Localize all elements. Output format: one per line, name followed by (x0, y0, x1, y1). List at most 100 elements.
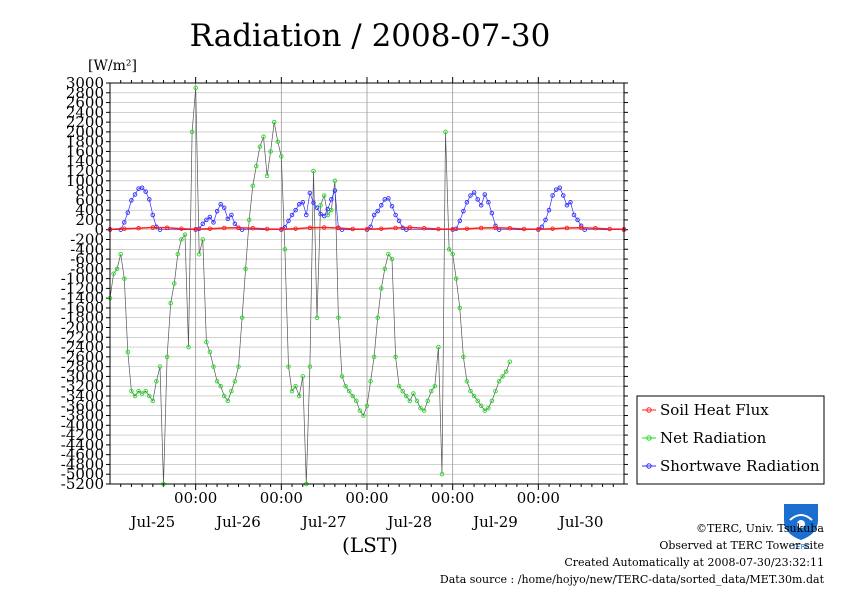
data-point (421, 225, 427, 231)
y-tick-label: -1800 (61, 309, 104, 327)
data-point (136, 388, 141, 394)
data-point (182, 232, 188, 237)
data-point (507, 359, 513, 364)
data-point (407, 398, 413, 404)
data-point (507, 225, 513, 231)
footer-copyright: ©TERC, Univ. Tsukuba (695, 522, 824, 535)
data-point (307, 190, 313, 196)
y-tick-label: 1600 (66, 142, 104, 160)
data-point (293, 383, 298, 389)
data-point (407, 225, 413, 230)
gridlines (110, 82, 624, 485)
y-tick-label: -800 (70, 260, 104, 278)
y-tick-label: 1800 (66, 133, 104, 151)
x-day-label: Jul-28 (386, 513, 433, 531)
data-point (575, 217, 580, 223)
data-point (493, 225, 498, 231)
data-point (500, 374, 505, 379)
y-tick-label: -1000 (61, 270, 104, 288)
y-tick-label: -1400 (61, 289, 104, 307)
data-point (296, 393, 302, 399)
data-point (314, 205, 320, 210)
data-point (482, 408, 488, 413)
data-point (329, 197, 334, 202)
y-tick-label: -2600 (61, 348, 104, 366)
data-point (168, 300, 173, 306)
y-tick-label: -5200 (61, 475, 104, 493)
x-time-label: 00:00 (431, 489, 474, 507)
data-point (204, 217, 209, 223)
data-point (396, 218, 402, 224)
y-tick-label: -2200 (61, 328, 104, 346)
data-point (453, 276, 459, 281)
data-point (300, 200, 306, 205)
data-point (214, 379, 220, 384)
data-point (464, 379, 470, 384)
data-point (196, 251, 202, 257)
y-tick-label: -1200 (61, 279, 104, 297)
data-point (218, 383, 223, 389)
data-point (289, 212, 295, 218)
data-point (179, 226, 184, 231)
data-point (172, 281, 177, 286)
data-point (468, 388, 473, 394)
y-tick-label: -200 (70, 230, 104, 248)
data-point (389, 203, 395, 209)
data-point (411, 391, 416, 396)
data-point (550, 193, 555, 198)
y-tick-label: 2800 (66, 84, 104, 102)
data-point (379, 286, 384, 291)
legend-item: Soil Heat Flux (642, 401, 769, 419)
data-point (503, 369, 509, 374)
data-point (186, 344, 191, 350)
data-point (122, 226, 127, 231)
data-point (139, 391, 145, 396)
data-point (446, 247, 452, 252)
y-axis-label: [W/m²] (88, 58, 137, 74)
data-point (379, 226, 384, 231)
data-point (364, 403, 370, 409)
data-point (218, 202, 223, 207)
data-point (179, 237, 184, 242)
y-tick-label: 1200 (66, 162, 104, 180)
data-point (122, 276, 127, 281)
data-point (311, 200, 316, 206)
data-point (436, 226, 441, 232)
data-point (393, 225, 398, 231)
legend-marker (646, 407, 652, 413)
data-point (232, 379, 238, 384)
series-group (107, 85, 627, 487)
plot-frame (109, 82, 625, 485)
y-tick-label: -3200 (61, 377, 104, 395)
data-point (593, 225, 598, 231)
data-point (311, 168, 316, 174)
data-point (332, 178, 338, 184)
y-tick-labels: -5200-5000-4800-4600-4400-4200-4000-3800… (61, 74, 628, 493)
data-point (282, 247, 288, 252)
data-point (421, 408, 427, 413)
data-point (229, 388, 234, 394)
x-time-label: 00:00 (345, 489, 388, 507)
data-point (243, 266, 248, 272)
data-point (236, 225, 241, 231)
data-point (475, 398, 480, 404)
data-point (321, 225, 327, 230)
data-point (496, 379, 502, 384)
data-point (379, 203, 384, 208)
data-point (478, 403, 484, 409)
data-point (339, 374, 345, 379)
data-point (221, 393, 227, 399)
data-point (129, 198, 134, 203)
data-point (261, 134, 266, 140)
data-point (425, 398, 430, 404)
data-point (364, 226, 370, 232)
y-tick-label: 2200 (66, 113, 104, 131)
data-point (461, 354, 466, 360)
x-time-label: 00:00 (260, 489, 303, 507)
y-tick-label: 2000 (66, 123, 104, 141)
data-point (418, 405, 423, 411)
data-point (607, 226, 612, 232)
series-line (109, 87, 511, 485)
footer-source: Data source : /home/hojyo/new/TERC-data/… (439, 573, 824, 586)
